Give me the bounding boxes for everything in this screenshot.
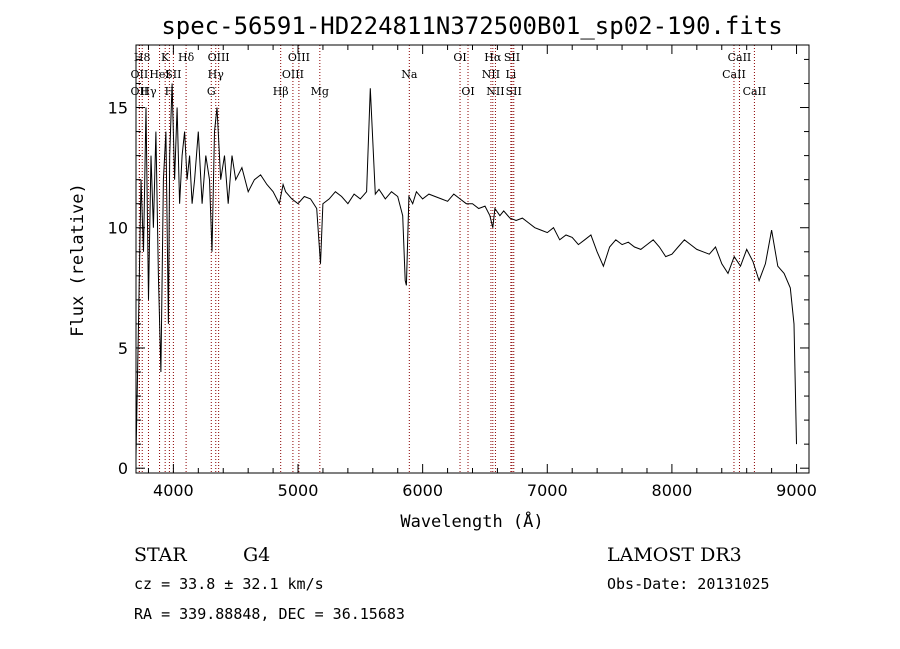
spectral-label-12: OIII <box>288 51 310 64</box>
spectral-label-8: Hδ <box>178 51 195 64</box>
survey-name: LAMOST DR3 <box>607 544 742 566</box>
spectral-label-23: NII <box>486 85 504 98</box>
spectral-label-6: SII <box>165 68 181 81</box>
spectral-label-25: CaII <box>728 51 752 64</box>
spectral-label-16: Na <box>401 68 418 81</box>
object-class: STAR <box>134 544 187 566</box>
spectral-label-26: CaII <box>722 68 746 81</box>
spectral-label-24: SII <box>506 85 522 98</box>
spectral-label-4: HeI <box>149 68 169 81</box>
spectral-line-markers <box>138 45 755 473</box>
redshift-cz: cz = 33.8 ± 32.1 km/s <box>134 575 324 593</box>
y-axis-label: Flux (relative) <box>68 183 88 337</box>
spectral-label-7: H <box>165 85 175 98</box>
spectral-label-22: Li <box>505 68 516 81</box>
ra-dec-coords: RA = 339.88848, DEC = 36.15683 <box>134 605 405 623</box>
spectral-label-5: Hγ <box>140 85 157 98</box>
y-axis-ticks: 0 5 10 15 <box>108 58 809 478</box>
x-tick-label-5: 9000 <box>776 481 817 500</box>
chart-title: spec-56591-HD224811N372500B01_sp02-190.f… <box>161 12 782 40</box>
spectral-label-20: SII <box>504 51 520 64</box>
y-tick-label-2: 10 <box>108 219 128 238</box>
spectral-label-13: OIII <box>282 68 304 81</box>
spectral-label-0: H8 <box>134 51 151 64</box>
spectral-label-19: Hα <box>484 51 502 64</box>
spectral-label-27: CaII <box>743 85 767 98</box>
x-axis-ticks: 4000 5000 6000 7000 8000 9000 <box>147 45 817 500</box>
spectral-label-3: K <box>161 51 170 64</box>
spectral-line-labels: H8 OII OII K HeI Hγ SII H Hδ OIII Hγ G OIII OIII Hβ Mg N… <box>131 51 767 98</box>
spectral-label-1: OII <box>131 68 149 81</box>
spectral-label-21: NII <box>482 68 500 81</box>
y-tick-label-1: 5 <box>118 339 128 358</box>
spectral-label-18: OI <box>461 85 474 98</box>
x-tick-label-1: 5000 <box>278 481 319 500</box>
spectral-label-14: Hβ <box>273 85 289 98</box>
y-tick-label-3: 15 <box>108 99 128 118</box>
obs-date: Obs-Date: 20131025 <box>607 575 770 593</box>
plot-frame <box>135 44 810 474</box>
spectral-label-17: OI <box>453 51 466 64</box>
flux-series-line <box>135 83 797 457</box>
x-axis-label: Wavelength (Å) <box>400 510 543 532</box>
x-tick-label-3: 7000 <box>527 481 568 500</box>
spectral-label-10: Hγ <box>208 68 225 81</box>
x-tick-label-2: 6000 <box>402 481 443 500</box>
spectral-label-2: OII <box>131 85 149 98</box>
x-tick-label-0: 4000 <box>153 481 194 500</box>
spectral-label-15: Mg <box>311 85 329 98</box>
y-tick-label-0: 0 <box>118 459 128 478</box>
spectral-label-11: G <box>207 85 216 98</box>
spectral-label-9: OIII <box>208 51 230 64</box>
x-tick-label-4: 8000 <box>652 481 693 500</box>
object-subclass: G4 <box>243 544 270 566</box>
